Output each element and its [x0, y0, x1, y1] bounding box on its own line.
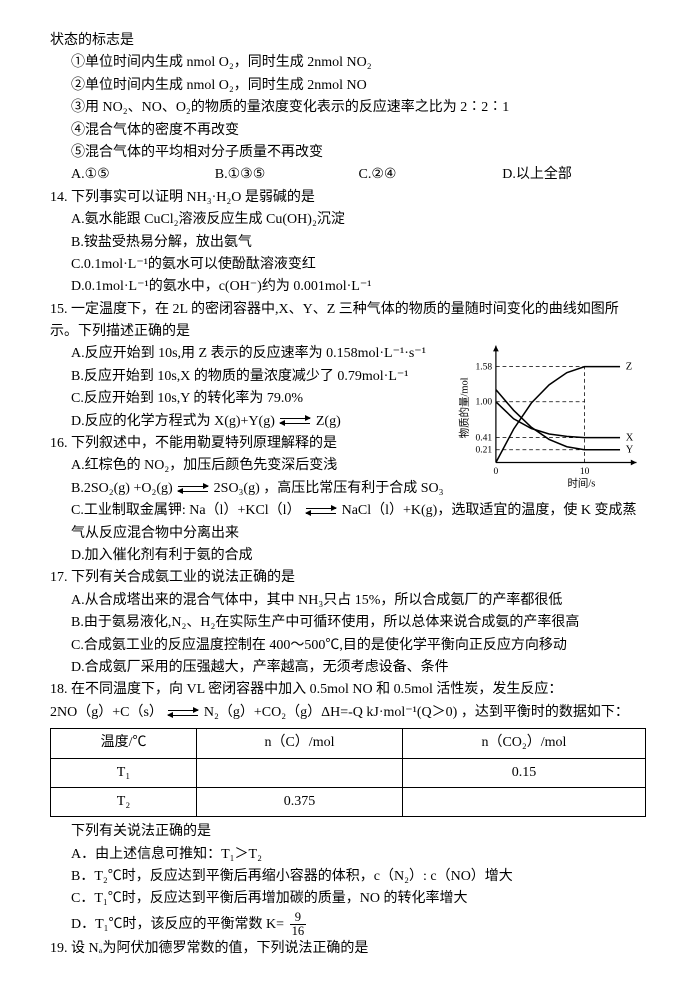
svg-text:0.41: 0.41	[475, 434, 492, 444]
q18-eq-post: N₂（g）+CO₂（g）ΔH=-Q kJ·mol⁻¹(Q＞0) ，达到平衡时的数…	[204, 705, 629, 720]
q17-opt-b: B.由于氨易液化,N₂、H₂在实际生产中可循环使用，所以总体来说合成氨的产率很高	[50, 612, 646, 634]
q15-d-post: Z(g)	[316, 414, 341, 429]
svg-text:X: X	[626, 433, 634, 444]
q15-chart: 0.21 0.41 1.00 1.58 0 10 Z XY 时间/s 物质的量/mol	[456, 339, 646, 491]
q13-options: A.①⑤ B.①③⑤ C.②④ D.以上全部	[50, 164, 646, 186]
q16-opt-d: D.加入催化剂有利于氨的合成	[50, 545, 646, 567]
q18-table: 温度/℃ n（C）/mol n（CO₂）/mol T₁ 0.15 T₂ 0.37…	[50, 728, 646, 817]
q17-opt-d: D.合成氨厂采用的压强越大，产率越高，无须考虑设备、条件	[50, 657, 646, 679]
q15-d-pre: D.反应的化学方程式为 X(g)+Y(g)	[71, 414, 275, 429]
table-row: T₁ 0.15	[51, 758, 646, 787]
svg-text:1.00: 1.00	[475, 398, 492, 408]
q13-opt-a: A.①⑤	[71, 164, 215, 186]
q13-opt-b: B.①③⑤	[215, 164, 359, 186]
equilibrium-arrow-icon	[280, 416, 310, 426]
q18-equation: 2NO（g）+C（s） N₂（g）+CO₂（g）ΔH=-Q kJ·mol⁻¹(Q…	[50, 702, 646, 724]
svg-text:Z: Z	[626, 362, 632, 373]
q13-opt-c: C.②④	[359, 164, 503, 186]
q18-eq-pre: 2NO（g）+C（s）	[50, 705, 163, 720]
table-cell: T₂	[51, 787, 197, 816]
q16-opt-c: C.工业制取金属钾: Na（l）+KCl（l） NaCl（l）+K(g)，选取适…	[50, 500, 646, 545]
equilibrium-arrow-icon	[178, 484, 208, 494]
svg-text:0: 0	[494, 467, 499, 477]
q15-stem: 15. 一定温度下，在 2L 的密闭容器中,X、Y、Z 三种气体的物质的量随时间…	[50, 299, 646, 344]
table-cell: 0.15	[402, 758, 645, 787]
svg-text:物质的量/mol: 物质的量/mol	[457, 378, 470, 439]
q18-stem: 18. 在不同温度下，向 VL 密闭容器中加入 0.5mol NO 和 0.5m…	[50, 679, 646, 701]
svg-text:0.21: 0.21	[475, 446, 492, 456]
table-cell: T₁	[51, 758, 197, 787]
q14-opt-d: D.0.1mol·L⁻¹的氨水中，c(OH⁻)约为 0.001mol·L⁻¹	[50, 276, 646, 298]
stem-2: ②单位时间内生成 nmol O₂，同时生成 2nmol NO	[50, 75, 646, 97]
table-cell	[402, 787, 645, 816]
q19-stem: 19. 设 Nₐ为阿伏加德罗常数的值，下列说法正确的是	[50, 938, 646, 960]
q18-opt-b: B．T₂℃时，反应达到平衡后再缩小容器的体积，c（N₂）: c（NO）增大	[50, 866, 646, 888]
fraction-denominator: 16	[290, 925, 307, 938]
q16-c-pre: C.工业制取金属钾: Na（l）+KCl（l）	[71, 503, 301, 518]
fraction-icon: 9 16	[290, 911, 307, 938]
q14-opt-c: C.0.1mol·L⁻¹的氨水可以使酚酞溶液变红	[50, 254, 646, 276]
page-header: 状态的标志是	[50, 30, 646, 52]
table-header: n（C）/mol	[197, 729, 403, 758]
svg-text:时间/s: 时间/s	[567, 477, 595, 490]
table-row: T₂ 0.375	[51, 787, 646, 816]
stem-5: ⑤混合气体的平均相对分子质量不再改变	[50, 142, 646, 164]
q17-opt-a: A.从合成塔出来的混合气体中，其中 NH₃只占 15%，所以合成氨厂的产率都很低	[50, 590, 646, 612]
equilibrium-arrow-icon	[306, 506, 336, 516]
q17-stem: 17. 下列有关合成氨工业的说法正确的是	[50, 567, 646, 589]
svg-text:10: 10	[580, 467, 590, 477]
table-header: n（CO₂）/mol	[402, 729, 645, 758]
table-cell: 0.375	[197, 787, 403, 816]
fraction-numerator: 9	[290, 911, 307, 925]
q13-opt-d: D.以上全部	[502, 164, 646, 186]
table-cell	[197, 758, 403, 787]
q14-opt-a: A.氨水能跟 CuCl₂溶液反应生成 Cu(OH)₂沉淀	[50, 209, 646, 231]
equilibrium-arrow-icon	[168, 708, 198, 718]
q18-substem: 下列有关说法正确的是	[50, 821, 646, 843]
svg-text:Y: Y	[626, 445, 634, 456]
stem-3: ③用 NO₂、NO、O₂的物质的量浓度变化表示的反应速率之比为 2∶2∶1	[50, 97, 646, 119]
table-header-row: 温度/℃ n（C）/mol n（CO₂）/mol	[51, 729, 646, 758]
q18-opt-c: C．T₁℃时，反应达到平衡后再增加碳的质量，NO 的转化率增大	[50, 888, 646, 910]
stem-4: ④混合气体的密度不再改变	[50, 120, 646, 142]
q14-stem: 14. 下列事实可以证明 NH₃·H₂O 是弱碱的是	[50, 187, 646, 209]
q18-opt-a: A．由上述信息可推知：T₁＞T₂	[50, 844, 646, 866]
q18-opt-d: D．T₁℃时，该反应的平衡常数 K= 9 16	[50, 911, 646, 938]
table-header: 温度/℃	[51, 729, 197, 758]
q16-b-pre: B.2SO₂(g) +O₂(g)	[71, 481, 176, 496]
q16-b-post: 2SO₃(g) ，高压比常压有利于合成 SO₃	[214, 481, 444, 496]
stem-1: ①单位时间内生成 nmol O₂，同时生成 2nmol NO₂	[50, 52, 646, 74]
q17-opt-c: C.合成氨工业的反应温度控制在 400～500℃,目的是使化学平衡向正反应方向移…	[50, 635, 646, 657]
svg-text:1.58: 1.58	[475, 363, 492, 373]
q14-opt-b: B.铵盐受热易分解，放出氨气	[50, 232, 646, 254]
q18-d-pre: D．T₁℃时，该反应的平衡常数 K=	[71, 917, 284, 932]
